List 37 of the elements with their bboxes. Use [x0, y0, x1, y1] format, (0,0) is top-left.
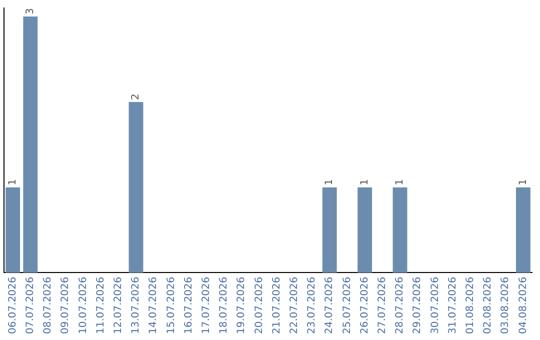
x-tick-label: 01.08.2026: [464, 276, 476, 334]
x-tick-label: 13.07.2026: [130, 276, 142, 334]
x-tick-label: 03.08.2026: [500, 276, 512, 334]
x-tick-label: 16.07.2026: [183, 276, 194, 334]
x-tick-label: 02.08.2026: [482, 276, 494, 334]
x-tick-label: 07.07.2026: [24, 276, 36, 334]
x-tick-label: 18.07.2026: [218, 276, 230, 334]
data-label: 2: [130, 94, 142, 100]
x-tick-label: 31.07.2026: [447, 276, 458, 334]
x-tick-label: 24.07.2026: [324, 276, 336, 334]
data-label: 1: [359, 178, 370, 186]
x-tick-label: 10.07.2026: [78, 276, 89, 334]
x-tick-label: 26.07.2026: [359, 276, 370, 334]
x-tick-label: 27.07.2026: [376, 276, 388, 334]
x-tick-label: 09.07.2026: [60, 276, 72, 334]
data-label: 1: [7, 178, 18, 186]
data-label: 3: [24, 8, 36, 15]
x-tick-label: 19.07.2026: [236, 276, 248, 334]
x-tick-label: 08.07.2026: [42, 276, 54, 334]
x-tick-label: 25.07.2026: [342, 276, 353, 334]
x-tick-label: 29.07.2026: [412, 276, 424, 334]
x-tick-label: 11.07.2026: [95, 276, 106, 334]
data-label: 1: [394, 178, 406, 186]
x-tick-label: 21.07.2026: [271, 276, 282, 334]
x-tick-label: 06.07.2026: [7, 276, 18, 334]
data-label: 1: [518, 178, 529, 186]
x-tick-label: 14.07.2026: [148, 276, 160, 334]
x-tick-label: 22.07.2026: [288, 276, 300, 334]
x-tick-label: 20.07.2026: [254, 276, 265, 334]
data-label: 1: [324, 178, 336, 186]
x-tick-label: 04.08.2026: [518, 276, 529, 334]
x-tick-label: 12.07.2026: [112, 276, 124, 334]
x-tick-label: 30.07.2026: [430, 276, 441, 334]
x-tick-label: 23.07.2026: [306, 276, 318, 334]
x-tick-label: 15.07.2026: [166, 276, 177, 334]
x-tick-label: 17.07.2026: [200, 276, 212, 334]
x-tick-label: 28.07.2026: [394, 276, 406, 334]
